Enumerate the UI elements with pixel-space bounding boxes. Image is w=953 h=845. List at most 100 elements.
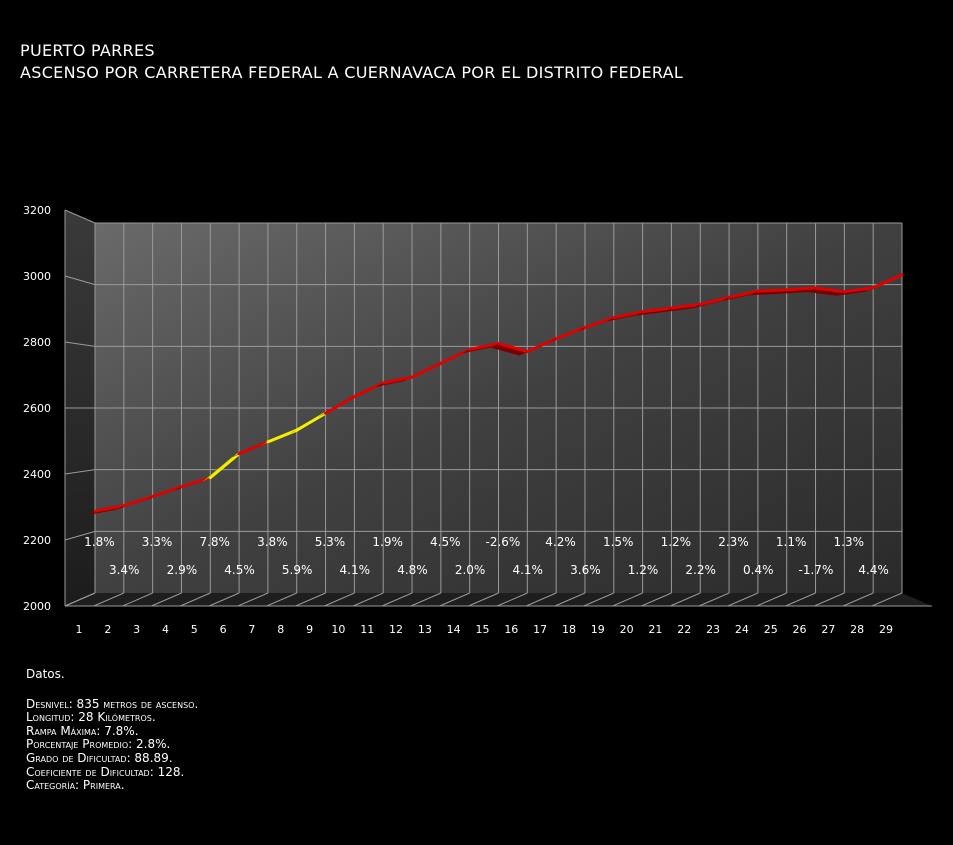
gradient-label: 1.2% — [628, 563, 659, 577]
profile-segment-depth — [490, 343, 528, 356]
grid-line-floor — [353, 592, 384, 607]
x-tick-label: 21 — [648, 623, 662, 636]
gradient-label: 4.8% — [397, 563, 428, 577]
datos-grado-dificultad: Grado de Dificultad: 88.89. — [26, 750, 173, 765]
profile-segment — [151, 485, 183, 498]
grid-line-floor — [670, 592, 701, 607]
gradient-label: 5.3% — [315, 535, 346, 549]
grid-line-side — [64, 469, 96, 475]
x-tick-label: 6 — [220, 623, 227, 636]
elevation-profile — [87, 273, 904, 516]
x-tick-label: 11 — [360, 623, 374, 636]
grid-line-floor — [641, 592, 672, 607]
x-tick-label: 25 — [764, 623, 778, 636]
datos-porcentaje-promedio: Porcentaje Promedio: 2.8%. — [26, 737, 171, 752]
grid-line-floor — [180, 592, 211, 607]
gradient-label: 4.2% — [545, 535, 576, 549]
gradient-label: 4.5% — [430, 535, 461, 549]
x-tick-label: 8 — [277, 623, 284, 636]
profile-segment — [324, 395, 356, 415]
grid-line-floor — [468, 592, 499, 607]
gradient-label: 1.2% — [661, 535, 692, 549]
profile-segment — [497, 342, 529, 354]
datos-heading: Datos. — [26, 667, 65, 681]
gradient-label: 1.9% — [372, 535, 403, 549]
grid-line-floor — [756, 592, 787, 607]
x-tick-label: 28 — [850, 623, 864, 636]
gradient-label: 7.8% — [199, 535, 230, 549]
x-tick-label: 14 — [447, 623, 461, 636]
gradient-label: 1.3% — [834, 535, 865, 549]
grid-line-floor — [93, 592, 125, 607]
profile-segment — [641, 306, 673, 314]
x-tick-label: 22 — [677, 623, 691, 636]
gradient-label: 4.4% — [858, 563, 889, 577]
profile-segment — [352, 381, 385, 399]
x-tick-label: 26 — [793, 623, 807, 636]
datos-rampa-maxima: Rampa Máxima: 7.8%. — [26, 723, 139, 738]
profile-segment — [237, 440, 270, 456]
grid-line-side — [64, 341, 96, 347]
gradient-label: 3.6% — [570, 563, 601, 577]
profile-segment — [727, 289, 760, 299]
datos-categoria: Categoría: Primera. — [26, 778, 125, 793]
grid-line-floor — [554, 592, 586, 607]
profile-segment — [208, 452, 241, 480]
grid-line-floor — [497, 592, 528, 607]
grid-line-floor — [122, 592, 153, 607]
x-tick-label: 10 — [331, 623, 345, 636]
y-tick-label: 2600 — [23, 402, 51, 415]
grid-line-floor — [727, 592, 759, 607]
profile-segment — [698, 295, 731, 306]
x-tick-label: 12 — [389, 623, 403, 636]
y-tick-label: 2200 — [23, 534, 51, 547]
gradient-labels: 1.8% 3.3% 7.8% 3.8% 5.3% 1.9% 4.5% -2.6% 4.2% 1.5… — [84, 535, 889, 577]
grid-line-floor — [208, 592, 240, 607]
profile-segment-depth — [807, 288, 845, 296]
floor — [65, 593, 932, 606]
gradient-label: 2.0% — [455, 563, 486, 577]
profile-segment — [756, 288, 789, 293]
gradient-label: 4.5% — [224, 563, 255, 577]
grid-line-floor — [381, 592, 413, 607]
title-line-1: PUERTO PARRES — [20, 41, 155, 60]
profile-segment — [468, 342, 500, 351]
grid-line-floor — [698, 592, 730, 607]
x-tick-label: 4 — [162, 623, 169, 636]
x-tick-label: 24 — [735, 623, 749, 636]
profile-segment — [410, 361, 443, 379]
x-tick-label: 18 — [562, 623, 576, 636]
datos-coeficiente-dificultad: Coeficiente de Dificultad: 128. — [26, 764, 185, 779]
grid-line-floor — [612, 592, 643, 607]
profile-segment — [583, 316, 616, 330]
profile-segment — [122, 494, 155, 508]
gradient-label: 2.2% — [685, 563, 716, 577]
profile-segment — [612, 310, 645, 320]
y-tick-label: 2400 — [23, 468, 51, 481]
x-tick-label: 3 — [133, 623, 140, 636]
grid-line-floor — [410, 592, 442, 607]
gradient-label: 2.3% — [718, 535, 749, 549]
grid-line-floor — [64, 592, 96, 607]
profile-segment — [554, 326, 587, 341]
gradient-label: -2.6% — [485, 535, 520, 549]
grid-line-floor — [525, 592, 557, 607]
y-tick-label: 3000 — [23, 270, 51, 283]
profile-segment — [871, 273, 904, 290]
grid-line-floor — [814, 592, 845, 607]
profile-segment — [295, 411, 328, 432]
x-tick-label: 16 — [504, 623, 518, 636]
grid-line-side — [64, 209, 96, 224]
y-tick-label: 3200 — [23, 204, 51, 217]
grid-line-floor — [439, 592, 470, 607]
profile-segment — [381, 375, 414, 385]
grid-line-floor — [151, 592, 182, 607]
profile-segment — [93, 504, 126, 513]
y-tick-label: 2800 — [23, 336, 51, 349]
grid-line-floor — [583, 592, 614, 607]
profile-segment — [439, 347, 472, 365]
profile-segment — [785, 286, 818, 292]
x-tick-label: 2 — [104, 623, 111, 636]
x-axis-ticks: 1 2 3 4 5 6 7 8 9 10 11 12 13 14 15 16 17 18 19 20 21 22 23 24 2… — [76, 623, 894, 636]
